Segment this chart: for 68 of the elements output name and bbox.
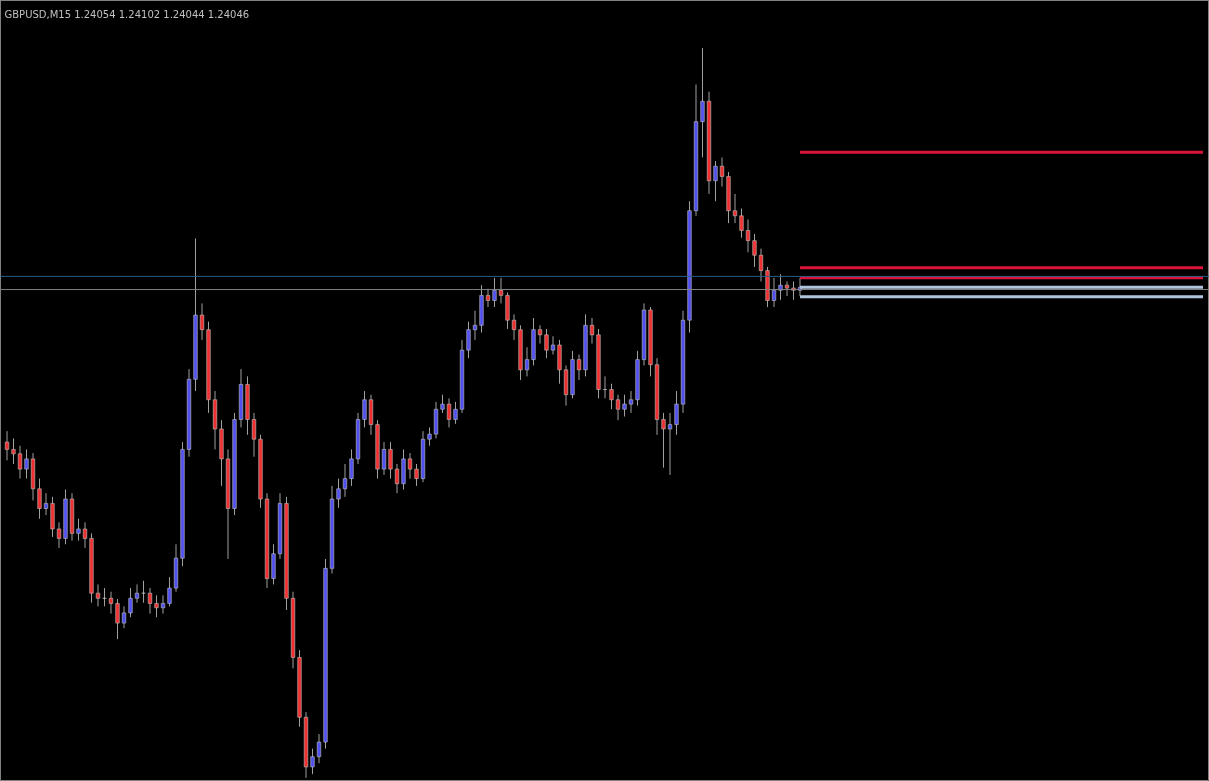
candlestick xyxy=(388,441,393,480)
candlestick xyxy=(440,394,445,414)
candlestick xyxy=(771,277,777,308)
candlestick xyxy=(609,383,614,410)
candlestick xyxy=(628,390,634,414)
candlestick xyxy=(167,576,172,607)
chart-title: GBPUSD,M15 1.24054 1.24102 1.24044 1.24046 xyxy=(4,8,250,20)
candlestick xyxy=(498,277,504,304)
candlestick xyxy=(24,448,29,480)
candlestick xyxy=(615,394,621,421)
candlestick xyxy=(745,218,751,253)
candlestick xyxy=(199,302,205,341)
candlestick xyxy=(82,521,88,549)
candlestick xyxy=(511,313,517,341)
candlestick xyxy=(251,412,257,458)
candlestick xyxy=(492,277,497,308)
candlestick xyxy=(453,401,458,425)
candlestick xyxy=(758,248,764,283)
candlestick xyxy=(661,412,666,469)
candlestick xyxy=(414,463,419,487)
candlestick xyxy=(485,288,491,308)
candlestick xyxy=(128,587,133,618)
candlestick xyxy=(134,583,140,604)
candlestick xyxy=(160,594,166,615)
candlestick xyxy=(700,47,705,158)
candlestick xyxy=(17,445,23,480)
candlestick xyxy=(56,521,62,549)
candlestick xyxy=(76,518,81,542)
candlestick xyxy=(310,748,315,775)
candlestick xyxy=(349,448,354,487)
candlestick xyxy=(602,375,608,399)
candlestick xyxy=(576,354,582,381)
candlestick xyxy=(147,587,153,615)
candlestick xyxy=(11,437,16,465)
candlestick xyxy=(407,452,413,480)
candlestick xyxy=(622,394,627,418)
candlestick xyxy=(37,478,42,520)
candlestick xyxy=(362,390,367,428)
candlestick xyxy=(752,233,757,268)
candlestick xyxy=(342,463,348,498)
candlestick xyxy=(524,346,530,377)
candlestick xyxy=(4,430,10,461)
candlestick xyxy=(674,390,679,436)
candlestick xyxy=(336,478,341,509)
candlestick xyxy=(732,193,738,224)
candlestick xyxy=(544,328,549,359)
candlestick xyxy=(43,492,49,516)
candlestick xyxy=(784,281,790,297)
candlestick xyxy=(739,208,744,239)
candlestick xyxy=(589,317,595,345)
candlestick xyxy=(394,463,400,494)
candlestick xyxy=(472,310,478,341)
candlestick xyxy=(778,273,783,301)
candlestick xyxy=(95,583,101,607)
candlestick xyxy=(154,594,159,618)
candlestick xyxy=(446,397,452,428)
candlestick xyxy=(719,156,725,188)
candlestick xyxy=(108,591,114,615)
candlestick xyxy=(316,733,322,764)
candlestick xyxy=(115,598,120,640)
candlestick xyxy=(667,412,673,476)
candlestick xyxy=(121,605,127,629)
candlestick xyxy=(427,427,432,447)
candlestick xyxy=(466,321,471,359)
candlestick xyxy=(537,324,543,345)
candlestick xyxy=(550,335,556,355)
candlestick xyxy=(713,160,718,202)
candlestick xyxy=(381,441,387,476)
